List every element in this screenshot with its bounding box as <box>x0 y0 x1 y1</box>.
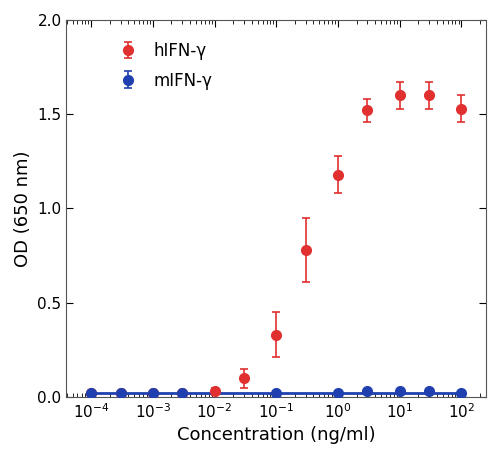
Legend: hIFN-γ, mIFN-γ: hIFN-γ, mIFN-γ <box>108 36 219 97</box>
Y-axis label: OD (650 nm): OD (650 nm) <box>14 150 32 267</box>
X-axis label: Concentration (ng/ml): Concentration (ng/ml) <box>177 426 376 444</box>
